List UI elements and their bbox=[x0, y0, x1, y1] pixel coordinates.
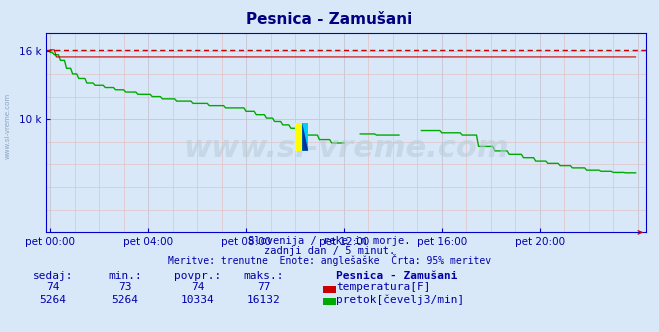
Text: Slovenija / reke in morje.: Slovenija / reke in morje. bbox=[248, 236, 411, 246]
Text: zadnji dan / 5 minut.: zadnji dan / 5 minut. bbox=[264, 246, 395, 256]
Text: 73: 73 bbox=[119, 283, 132, 292]
Text: Pesnica - Zamušani: Pesnica - Zamušani bbox=[336, 271, 457, 281]
Text: povpr.:: povpr.: bbox=[174, 271, 221, 281]
Polygon shape bbox=[302, 123, 308, 151]
Text: 74: 74 bbox=[191, 283, 204, 292]
Text: 10334: 10334 bbox=[181, 295, 215, 305]
Text: min.:: min.: bbox=[108, 271, 142, 281]
Text: 5264: 5264 bbox=[112, 295, 138, 305]
Text: sedaj:: sedaj: bbox=[32, 271, 73, 281]
Text: www.si-vreme.com: www.si-vreme.com bbox=[5, 93, 11, 159]
Text: pretok[čevelj3/min]: pretok[čevelj3/min] bbox=[336, 294, 465, 305]
Text: 77: 77 bbox=[257, 283, 270, 292]
Text: www.si-vreme.com: www.si-vreme.com bbox=[183, 134, 509, 163]
Text: 16132: 16132 bbox=[246, 295, 281, 305]
Text: 74: 74 bbox=[46, 283, 59, 292]
Text: maks.:: maks.: bbox=[243, 271, 284, 281]
Text: temperatura[F]: temperatura[F] bbox=[336, 283, 430, 292]
Text: Meritve: trenutne  Enote: anglešaške  Črta: 95% meritev: Meritve: trenutne Enote: anglešaške Črta… bbox=[168, 254, 491, 266]
Text: 5264: 5264 bbox=[40, 295, 66, 305]
Bar bbox=[295, 123, 302, 151]
Text: Pesnica - Zamušani: Pesnica - Zamušani bbox=[246, 12, 413, 28]
Bar bbox=[302, 123, 308, 151]
